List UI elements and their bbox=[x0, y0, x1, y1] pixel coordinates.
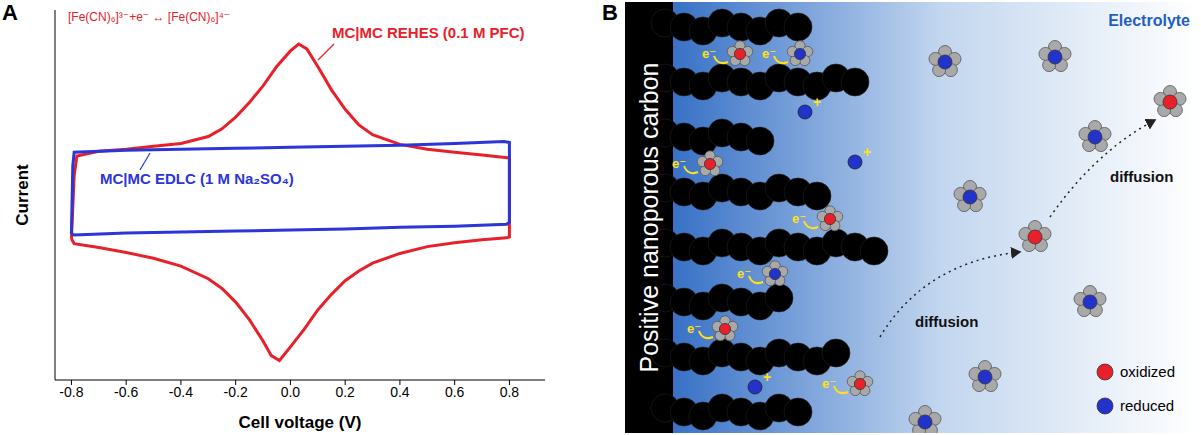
svg-text:0.8: 0.8 bbox=[500, 384, 520, 400]
svg-text:e⁻: e⁻ bbox=[762, 46, 776, 61]
svg-text:+: + bbox=[863, 144, 871, 160]
svg-text:diffusion: diffusion bbox=[1110, 168, 1173, 185]
svg-text:-0.8: -0.8 bbox=[59, 384, 83, 400]
svg-text:e⁻: e⁻ bbox=[702, 46, 716, 61]
svg-text:0.2: 0.2 bbox=[335, 384, 355, 400]
svg-text:e⁻: e⁻ bbox=[792, 211, 806, 226]
svg-text:e⁻: e⁻ bbox=[687, 321, 701, 336]
html-text:B: B bbox=[602, 0, 618, 25]
svg-text:Positive nanoporous carbon: Positive nanoporous carbon bbox=[635, 63, 663, 373]
svg-text:0.0: 0.0 bbox=[281, 384, 301, 400]
html-text:[Fe(CN)₆]³⁻+e⁻ ↔ [Fe(CN)₆]⁴⁻: [Fe(CN)₆]³⁻+e⁻ ↔ [Fe(CN)₆]⁴⁻ bbox=[68, 10, 231, 24]
html-text:A: A bbox=[2, 0, 18, 25]
svg-text:-0.2: -0.2 bbox=[224, 384, 248, 400]
svg-text:e⁻: e⁻ bbox=[737, 266, 751, 281]
html-text:MC|MC REHES (0.1 M PFC): MC|MC REHES (0.1 M PFC) bbox=[332, 24, 525, 41]
html-text:MC|MC EDLC (1 M Na₂SO₄): MC|MC EDLC (1 M Na₂SO₄) bbox=[100, 170, 294, 187]
svg-text:diffusion: diffusion bbox=[915, 313, 978, 330]
svg-text:Electrolyte: Electrolyte bbox=[1108, 12, 1190, 29]
svg-text:0.4: 0.4 bbox=[390, 384, 410, 400]
svg-text:e⁻: e⁻ bbox=[822, 376, 836, 391]
svg-text:e⁻: e⁻ bbox=[672, 156, 686, 171]
svg-text:0.6: 0.6 bbox=[445, 384, 465, 400]
svg-text:Current: Current bbox=[13, 164, 32, 226]
svg-text:+: + bbox=[763, 369, 771, 385]
svg-text:reduced: reduced bbox=[1120, 397, 1174, 414]
svg-text:oxidized: oxidized bbox=[1120, 363, 1175, 380]
svg-text:+: + bbox=[813, 94, 821, 110]
svg-text:-0.4: -0.4 bbox=[169, 384, 193, 400]
svg-text:-0.6: -0.6 bbox=[114, 384, 138, 400]
svg-text:Cell voltage (V): Cell voltage (V) bbox=[239, 413, 362, 432]
